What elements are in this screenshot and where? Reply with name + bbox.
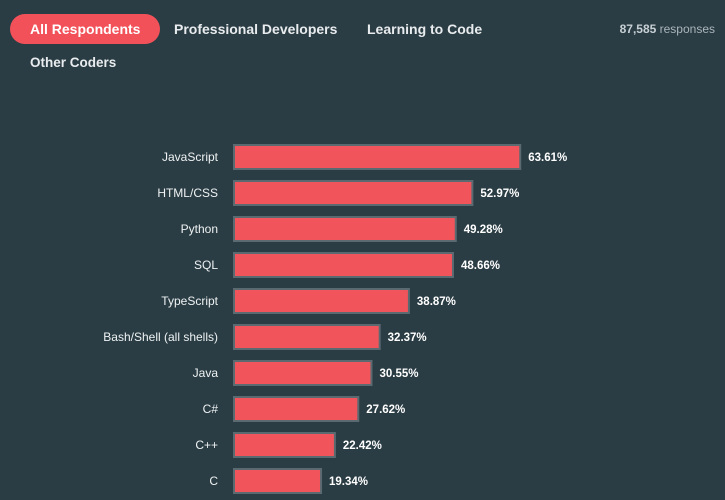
tab-other-coders[interactable]: Other Coders [30,55,117,70]
bar[interactable] [233,468,323,494]
value-label: 32.37% [388,332,427,344]
bar[interactable] [233,360,373,386]
bar[interactable] [233,180,474,206]
value-label: 19.34% [329,476,368,488]
value-label: 30.55% [379,368,418,380]
value-label: 63.61% [528,152,567,164]
bar[interactable] [233,216,457,242]
value-label: 38.87% [417,296,456,308]
bar-chart-svg: JavaScript 63.61% HTML/CSS 52.97% Python 49.2… [103,144,567,494]
category-label: C++ [195,438,218,452]
tab-all-respondents[interactable]: All Respondents [10,14,161,44]
value-label: 48.66% [461,260,500,272]
bar[interactable] [233,324,381,350]
category-label: SQL [194,258,218,272]
category-label: C [209,474,218,488]
tab-learning-to-code[interactable]: Learning to Code [367,21,483,37]
bar[interactable] [233,288,410,314]
category-label: C# [203,402,219,416]
value-label: 27.62% [366,404,405,416]
respondent-filter-tabs: All Respondents Professional Developers … [0,0,725,90]
responses-suffix: responses [656,22,715,36]
tab-professional-developers[interactable]: Professional Developers [174,21,338,37]
responses-count: 87,585 responses [620,22,715,36]
category-label: TypeScript [161,294,218,308]
language-bar-chart: JavaScript 63.61% HTML/CSS 52.97% Python 49.2… [0,140,725,500]
value-label: 52.97% [480,188,519,200]
bar[interactable] [233,396,360,422]
bar[interactable] [233,144,522,170]
category-label: Bash/Shell (all shells) [103,330,218,344]
bar[interactable] [233,252,454,278]
responses-number: 87,585 [619,22,657,36]
category-label: HTML/CSS [157,186,218,200]
bar[interactable] [233,432,336,458]
value-label: 49.28% [464,224,503,236]
value-label: 22.42% [343,440,382,452]
category-label: JavaScript [162,150,219,164]
category-label: Python [181,222,218,236]
category-label: Java [193,366,219,380]
